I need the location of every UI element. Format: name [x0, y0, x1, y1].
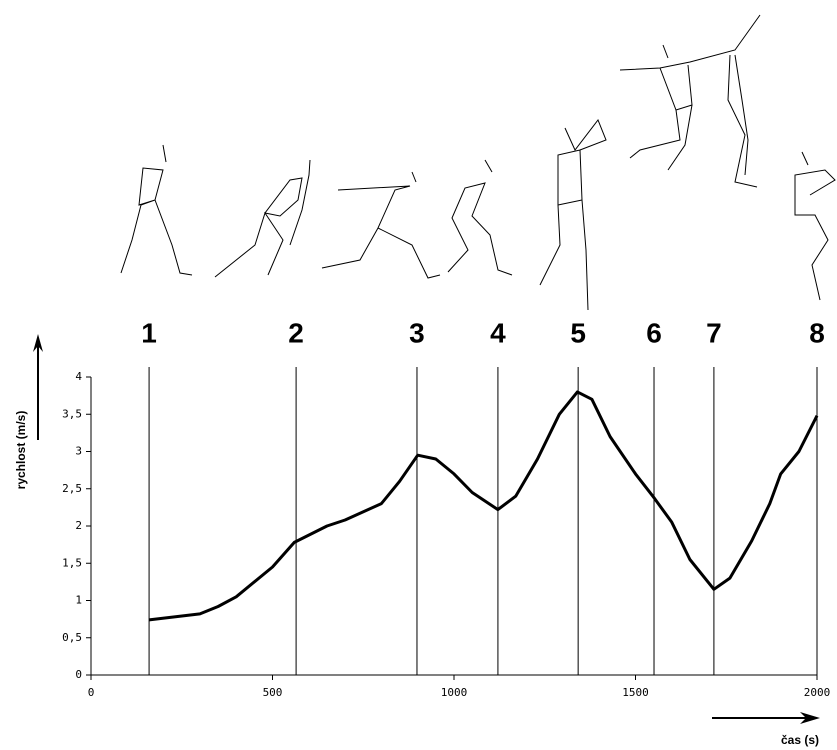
phase-label: 4	[490, 317, 506, 348]
figure	[377, 227, 441, 279]
y-tick-label: 3	[75, 445, 82, 458]
figure	[659, 64, 693, 111]
figure	[794, 169, 836, 301]
figure	[539, 149, 589, 311]
y-tick-label: 4	[75, 370, 82, 383]
x-tick-label: 2000	[804, 686, 831, 699]
y-axis-label: rychlost (m/s)	[14, 411, 28, 490]
figure	[667, 104, 693, 171]
y-tick-label: 1,5	[62, 556, 82, 569]
figure	[564, 118, 607, 151]
figure	[214, 177, 303, 278]
phase-label: 2	[288, 317, 304, 348]
figure	[734, 54, 749, 176]
figure	[162, 144, 167, 163]
y-tick-label: 2,5	[62, 482, 82, 495]
phase-label: 3	[409, 317, 425, 348]
stick-figures	[120, 14, 836, 311]
y-arrow-head	[33, 334, 43, 352]
figure	[801, 151, 809, 166]
figure	[321, 185, 411, 269]
figure	[662, 44, 669, 59]
speed-line	[148, 390, 819, 622]
x-tick-label: 0	[88, 686, 95, 699]
figure	[289, 159, 311, 246]
phase-label: 1	[141, 317, 157, 348]
x-tick-label: 1500	[622, 686, 649, 699]
y-tick-label: 3,5	[62, 407, 82, 420]
y-tick-label: 0,5	[62, 631, 82, 644]
figure	[619, 14, 761, 71]
figure	[557, 199, 583, 206]
phase-label: 8	[809, 317, 825, 348]
phase-label: 5	[570, 317, 586, 348]
x-arrow-head	[800, 712, 820, 724]
figure	[120, 167, 193, 276]
figure	[447, 182, 513, 276]
phase-label: 7	[706, 317, 722, 348]
y-tick-label: 1	[75, 594, 82, 607]
figure	[727, 54, 758, 188]
y-tick-label: 2	[75, 519, 82, 532]
x-tick-label: 1000	[441, 686, 468, 699]
figure	[629, 109, 681, 159]
figure	[411, 171, 417, 183]
y-tick-label: 0	[75, 668, 82, 681]
x-axis-label: čas (s)	[781, 733, 819, 747]
phase-label: 6	[646, 317, 662, 348]
x-tick-label: 500	[263, 686, 283, 699]
figure	[484, 159, 493, 173]
